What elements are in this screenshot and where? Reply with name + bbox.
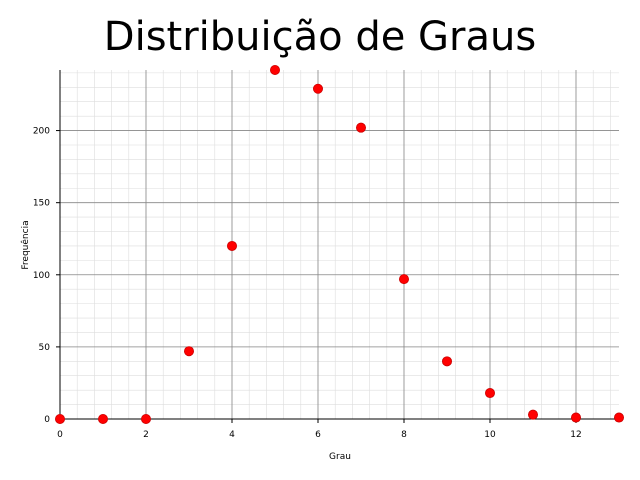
data-point bbox=[614, 412, 625, 423]
data-point bbox=[484, 388, 495, 399]
y-tick-label: 50 bbox=[39, 343, 51, 353]
data-point bbox=[140, 413, 151, 424]
axes bbox=[56, 70, 619, 423]
y-tick-label: 150 bbox=[33, 199, 50, 209]
x-tick-label: 12 bbox=[570, 430, 581, 440]
data-point bbox=[269, 65, 280, 76]
y-tick-label: 100 bbox=[33, 271, 50, 281]
x-tick-label: 4 bbox=[229, 430, 235, 440]
x-axis-label: Grau bbox=[329, 452, 351, 462]
data-point bbox=[571, 412, 582, 423]
data-point bbox=[312, 83, 323, 94]
data-point bbox=[55, 413, 66, 424]
data-point bbox=[355, 122, 366, 133]
tick-labels: 0 2 4 6 8 10 12 0 50 100 150 200 bbox=[33, 127, 582, 440]
minor-gridlines bbox=[59, 70, 619, 420]
x-tick-label: 2 bbox=[143, 430, 149, 440]
data-point bbox=[528, 409, 539, 420]
y-tick-label: 0 bbox=[44, 415, 50, 425]
data-point bbox=[98, 413, 109, 424]
y-axis-label: Frequência bbox=[20, 220, 31, 269]
major-gridlines bbox=[59, 70, 619, 420]
data-point bbox=[183, 346, 194, 357]
data-point bbox=[398, 274, 409, 285]
chart-title: Distribuição de Graus bbox=[103, 14, 537, 60]
x-tick-label: 0 bbox=[57, 430, 63, 440]
x-tick-label: 8 bbox=[401, 430, 407, 440]
x-tick-label: 10 bbox=[484, 430, 496, 440]
data-points bbox=[55, 65, 625, 424]
data-point bbox=[441, 356, 452, 367]
data-point bbox=[226, 240, 237, 251]
y-tick-label: 200 bbox=[33, 127, 50, 137]
x-tick-label: 6 bbox=[315, 430, 321, 440]
